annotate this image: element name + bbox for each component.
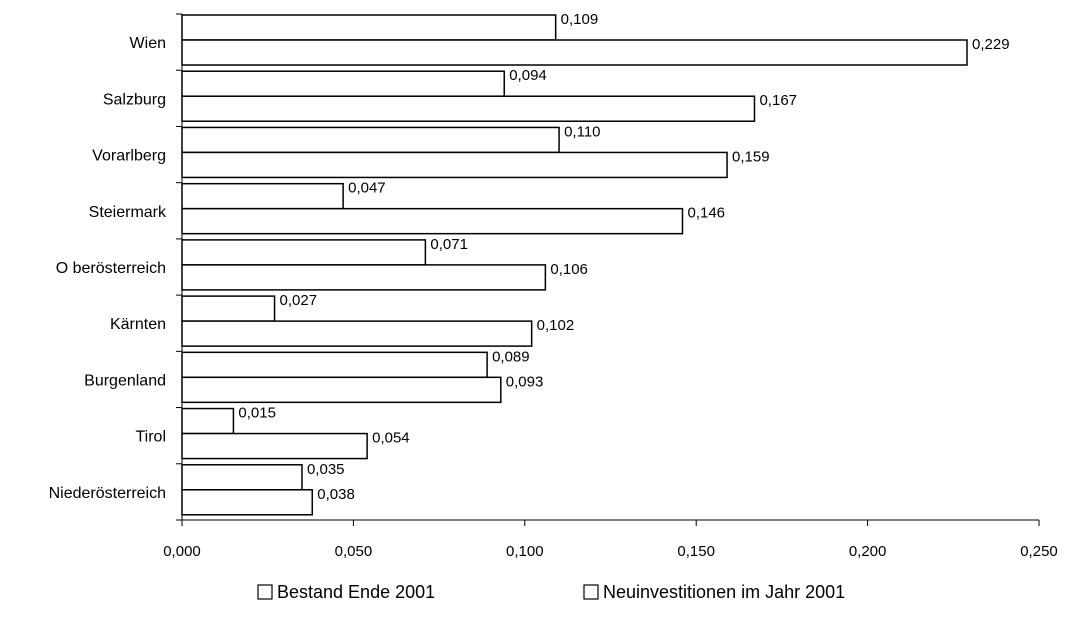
data-label: 0,054: [372, 430, 410, 447]
bar: [181, 320, 533, 347]
chart-legend: Bestand Ende 2001 Neuinvestitionen im Jah…: [257, 582, 845, 602]
x-tick-label: 0,150: [677, 543, 715, 560]
chart-labels: Wien 0,109 0,229 Salzburg 0,094 0,167 Vorarlbe…: [49, 11, 1010, 503]
bar: [181, 95, 756, 122]
data-label: 0,089: [492, 348, 530, 365]
data-label: 0,038: [317, 486, 355, 503]
bar: [181, 264, 547, 291]
data-label: 0,167: [759, 92, 797, 109]
data-label: 0,229: [972, 36, 1010, 53]
data-label: 0,146: [687, 205, 725, 222]
data-label: 0,106: [550, 261, 588, 278]
category-label: Salzburg: [103, 91, 166, 108]
bar: [181, 207, 684, 235]
data-label: 0,015: [238, 405, 276, 422]
data-label: 0,109: [561, 11, 599, 28]
x-tick-label: 0,200: [849, 543, 887, 560]
bar: [181, 14, 557, 41]
x-tick-label: 0,250: [1020, 543, 1058, 560]
x-tick-label: 0,100: [506, 543, 544, 560]
data-label: 0,027: [280, 292, 318, 309]
data-label: 0,071: [430, 236, 468, 253]
bar: [181, 126, 560, 154]
category-label: Kärnten: [110, 316, 166, 333]
bar: [181, 376, 502, 404]
bar: [181, 489, 314, 516]
bar: [181, 70, 505, 97]
chart-axes: 0,000 0,050 0,100 0,150 0,200 0,250: [163, 13, 1058, 560]
legend-label: Neuinvestitionen im Jahr 2001: [603, 582, 845, 602]
bar: [181, 351, 488, 379]
data-label: 0,110: [564, 123, 600, 140]
chart-bars: [181, 14, 968, 516]
category-label: Vorarlberg: [92, 148, 166, 165]
bar: [181, 239, 427, 266]
bar: [181, 39, 968, 66]
category-label: Niederösterreich: [49, 485, 166, 502]
data-label: 0,159: [732, 148, 770, 165]
bar: [181, 432, 368, 460]
bar: [181, 151, 728, 179]
data-label: 0,102: [537, 317, 575, 334]
bar: [181, 407, 235, 435]
bar: [181, 295, 276, 322]
bar: [181, 464, 303, 491]
legend-label: Bestand Ende 2001: [277, 582, 435, 602]
category-label: Tirol: [135, 429, 166, 446]
data-label: 0,047: [348, 180, 386, 197]
category-label: Wien: [130, 35, 166, 52]
category-label: O berösterreich: [56, 260, 166, 277]
category-label: Burgenland: [84, 372, 166, 389]
data-label: 0,093: [506, 373, 544, 390]
data-label: 0,035: [307, 461, 345, 478]
data-label: 0,094: [509, 67, 547, 84]
x-tick-label: 0,000: [163, 543, 201, 560]
bar: [181, 182, 344, 210]
x-tick-label: 0,050: [335, 543, 373, 560]
legend-swatch: [583, 584, 599, 600]
legend-swatch: [257, 584, 273, 600]
category-label: Steiermark: [89, 204, 167, 221]
